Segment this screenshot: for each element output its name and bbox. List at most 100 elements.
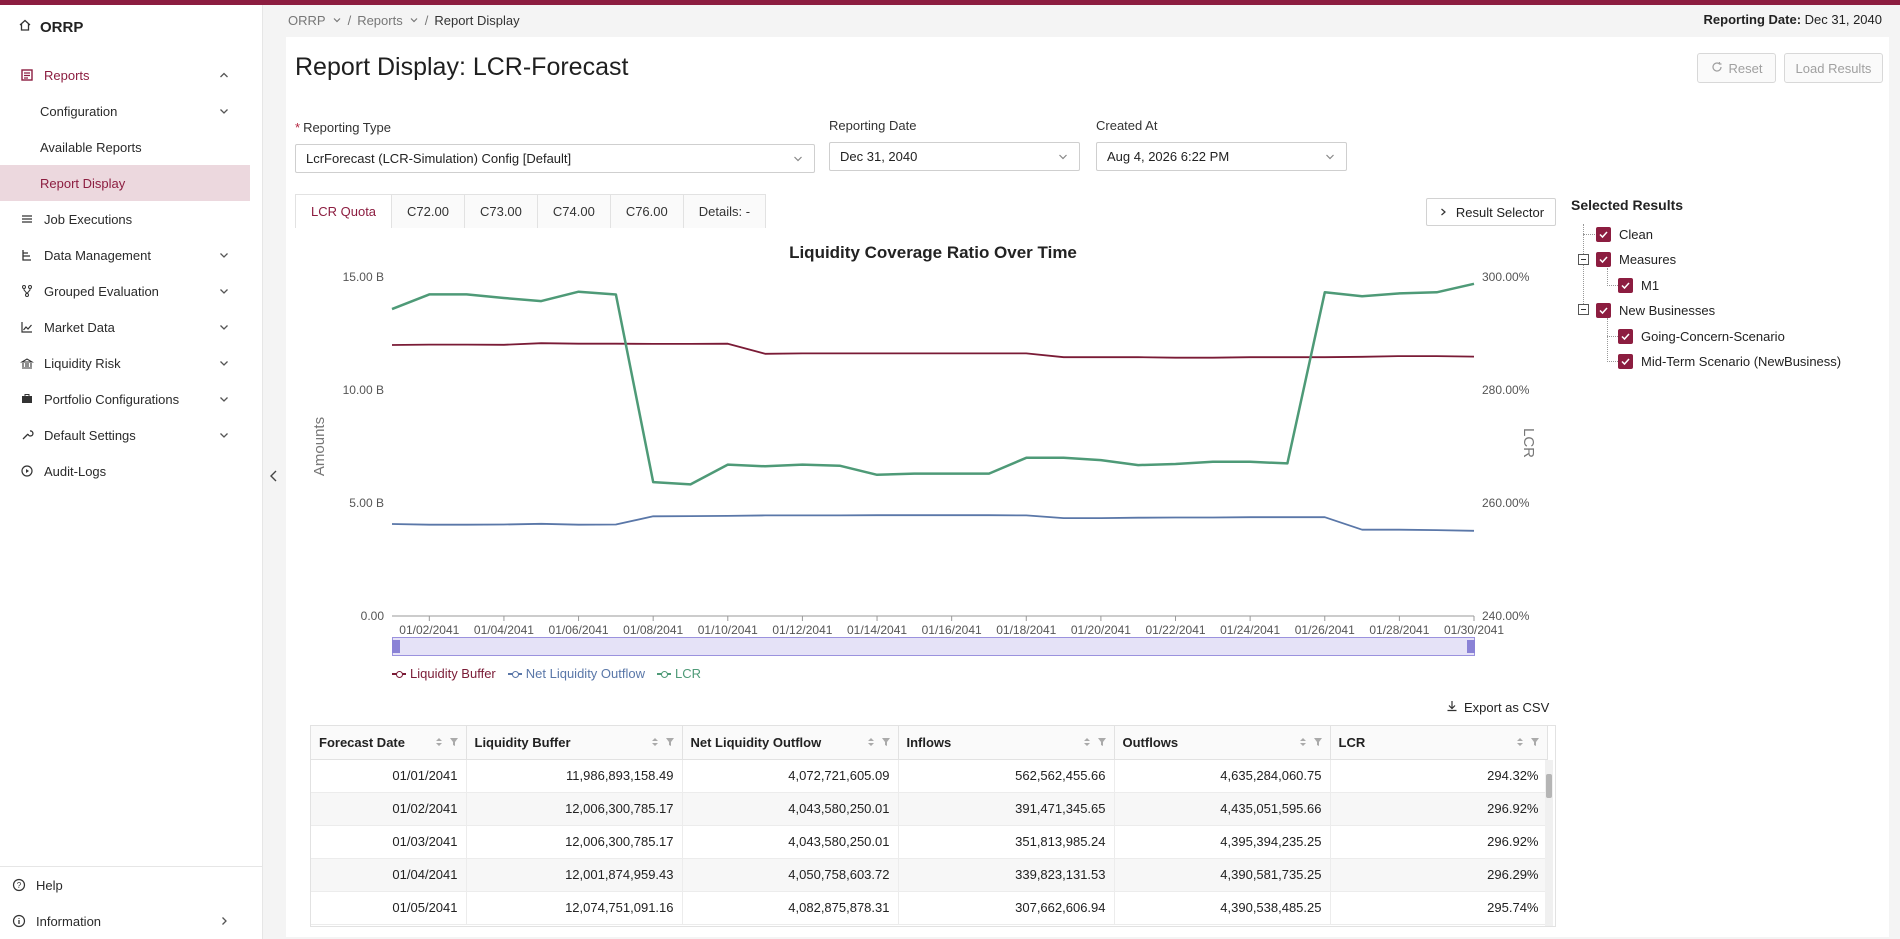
reporting-date-select[interactable]: Dec 31, 2040 <box>829 142 1080 171</box>
sidebar-item-label: Job Executions <box>44 211 133 227</box>
tab-c72[interactable]: C72.00 <box>391 194 465 228</box>
sidebar-subitem-report-display[interactable]: Report Display <box>0 165 250 201</box>
filter-icon[interactable] <box>881 736 891 748</box>
tree-node-going-concern: Going-Concern-Scenario <box>1618 326 1785 346</box>
branch-icon <box>20 284 34 298</box>
breadcrumb-orrp[interactable]: ORRP <box>288 13 326 28</box>
sort-icon[interactable] <box>866 736 876 748</box>
sidebar-item-liquidity-risk[interactable]: Liquidity Risk <box>0 345 263 381</box>
collapse-measures-toggle[interactable] <box>1578 254 1589 265</box>
tree-node-label: New Businesses <box>1619 302 1716 318</box>
filter-icon[interactable] <box>1313 736 1323 748</box>
filter-icon[interactable] <box>1097 736 1107 748</box>
checkbox-new-businesses[interactable] <box>1596 302 1611 318</box>
chevron-right-icon <box>217 914 231 931</box>
sidebar-item-market-data[interactable]: Market Data <box>0 309 263 345</box>
filter-icon[interactable] <box>1530 736 1540 748</box>
table-row[interactable]: 01/03/2041 12,006,300,785.17 4,043,580,250… <box>311 825 1548 859</box>
table-row[interactable]: 01/01/2041 11,986,893,158.49 4,072,721,605… <box>311 759 1548 793</box>
tab-details[interactable]: Details: - <box>682 194 767 228</box>
tree-node-label: Going-Concern-Scenario <box>1641 328 1785 344</box>
chevron-down-icon[interactable] <box>332 13 342 28</box>
collapse-new-businesses-toggle[interactable] <box>1578 304 1589 315</box>
column-header[interactable]: LCR <box>1330 726 1548 760</box>
tab-c73[interactable]: C73.00 <box>463 194 538 228</box>
database-icon <box>20 248 34 262</box>
reporting-type-select[interactable]: LcrForecast (LCR-Simulation) Config [Def… <box>295 144 815 173</box>
forecast-table: Forecast Date Liquidity Buffer Net Liquidi… <box>310 725 1556 927</box>
sort-icon[interactable] <box>434 736 444 748</box>
table-cell: 294.32% <box>1330 759 1548 793</box>
zoom-handle-end[interactable] <box>1467 640 1475 653</box>
information-label: Information <box>36 913 102 929</box>
sidebar-item-audit-logs[interactable]: Audit-Logs <box>0 453 263 489</box>
sidebar-item-default-settings[interactable]: Default Settings <box>0 417 263 453</box>
x-tick-label: 01/14/2041 <box>847 623 907 635</box>
table-scrollbar[interactable] <box>1545 760 1553 926</box>
column-header[interactable]: Inflows <box>898 726 1115 760</box>
chevron-down-icon[interactable] <box>409 13 419 28</box>
column-header[interactable]: Outflows <box>1114 726 1331 760</box>
chevron-down-icon <box>1324 151 1336 163</box>
sidebar-collapse-button[interactable] <box>268 467 280 485</box>
sidebar-item-grouped-evaluation[interactable]: Grouped Evaluation <box>0 273 263 309</box>
zoom-handle-start[interactable] <box>392 640 400 653</box>
scrollbar-thumb[interactable] <box>1546 774 1552 798</box>
info-icon <box>12 914 26 928</box>
sidebar-item-portfolio-configurations[interactable]: Portfolio Configurations <box>0 381 263 417</box>
result-selector-button[interactable]: Result Selector <box>1426 198 1556 226</box>
legend-lcr[interactable]: LCR <box>657 666 701 681</box>
sort-icon[interactable] <box>650 736 660 748</box>
export-csv-button[interactable]: Export as CSV <box>1446 700 1549 715</box>
filter-icon[interactable] <box>665 736 675 748</box>
sidebar-item-job-executions[interactable]: Job Executions <box>0 201 263 237</box>
table-cell: 01/04/2041 <box>311 858 467 892</box>
header-reporting-date: Reporting Date: Dec 31, 2040 <box>1704 12 1882 27</box>
sidebar-item-reports[interactable]: Reports <box>0 57 263 93</box>
filter-icon[interactable] <box>449 736 459 748</box>
tab-c74[interactable]: C74.00 <box>536 194 611 228</box>
checkbox-mid-term[interactable] <box>1618 353 1633 369</box>
created-at-select[interactable]: Aug 4, 2026 6:22 PM <box>1096 142 1347 171</box>
sort-icon[interactable] <box>1298 736 1308 748</box>
tab-c76[interactable]: C76.00 <box>609 194 684 228</box>
zoom-slider[interactable] <box>392 637 1475 656</box>
legend-net-liquidity-outflow[interactable]: Net Liquidity Outflow <box>507 666 645 681</box>
checkbox-m1[interactable] <box>1618 277 1633 293</box>
y2-axis-label: LCR <box>1520 428 1537 458</box>
table-row[interactable]: 01/02/2041 12,006,300,785.17 4,043,580,250… <box>311 792 1548 826</box>
page-title: Report Display: LCR-Forecast <box>295 53 629 81</box>
table-row[interactable]: 01/05/2041 12,074,751,091.16 4,082,875,878… <box>311 891 1548 925</box>
table-header-row: Forecast Date Liquidity Buffer Net Liquidi… <box>311 726 1548 760</box>
column-header-label: Liquidity Buffer <box>474 734 571 750</box>
sidebar-subitem-available-reports[interactable]: Available Reports <box>0 129 263 165</box>
column-header[interactable]: Net Liquidity Outflow <box>682 726 899 760</box>
sidebar-information[interactable]: Information <box>0 903 263 939</box>
column-header[interactable]: Liquidity Buffer <box>466 726 683 760</box>
y-axis-label: Amounts <box>311 417 328 476</box>
sort-icon[interactable] <box>1515 736 1525 748</box>
breadcrumb-reports[interactable]: Reports <box>357 13 403 28</box>
checkbox-measures[interactable] <box>1596 251 1611 267</box>
reset-button[interactable]: Reset <box>1697 53 1776 83</box>
reporting-date-value: Dec 31, 2040 <box>1804 12 1882 27</box>
column-header[interactable]: Forecast Date <box>311 726 467 760</box>
tree-node-new-businesses: New Businesses <box>1596 300 1715 320</box>
legend-liquidity-buffer[interactable]: Liquidity Buffer <box>392 666 496 681</box>
sidebar-item-data-management[interactable]: Data Management <box>0 237 263 273</box>
table-cell: 4,072,721,605.09 <box>682 759 899 793</box>
checkbox-clean[interactable] <box>1596 226 1611 242</box>
chevron-down-icon <box>792 153 804 165</box>
tab-lcr-quota[interactable]: LCR Quota <box>295 194 393 228</box>
checkbox-going-concern[interactable] <box>1618 328 1633 344</box>
table-cell: 296.29% <box>1330 858 1548 892</box>
sort-icon[interactable] <box>1082 736 1092 748</box>
series-line-liquidity-buffer <box>391 342 1475 359</box>
sidebar-subitem-configuration[interactable]: Configuration <box>0 93 263 129</box>
tree-connector <box>1583 234 1601 235</box>
sidebar-help[interactable]: ? Help <box>0 867 263 903</box>
load-results-button[interactable]: Load Results <box>1784 53 1883 83</box>
app-brand[interactable]: ORRP <box>18 18 83 36</box>
table-row[interactable]: 01/04/2041 12,001,874,959.43 4,050,758,603… <box>311 858 1548 892</box>
tree-node-label: Measures <box>1619 251 1677 267</box>
